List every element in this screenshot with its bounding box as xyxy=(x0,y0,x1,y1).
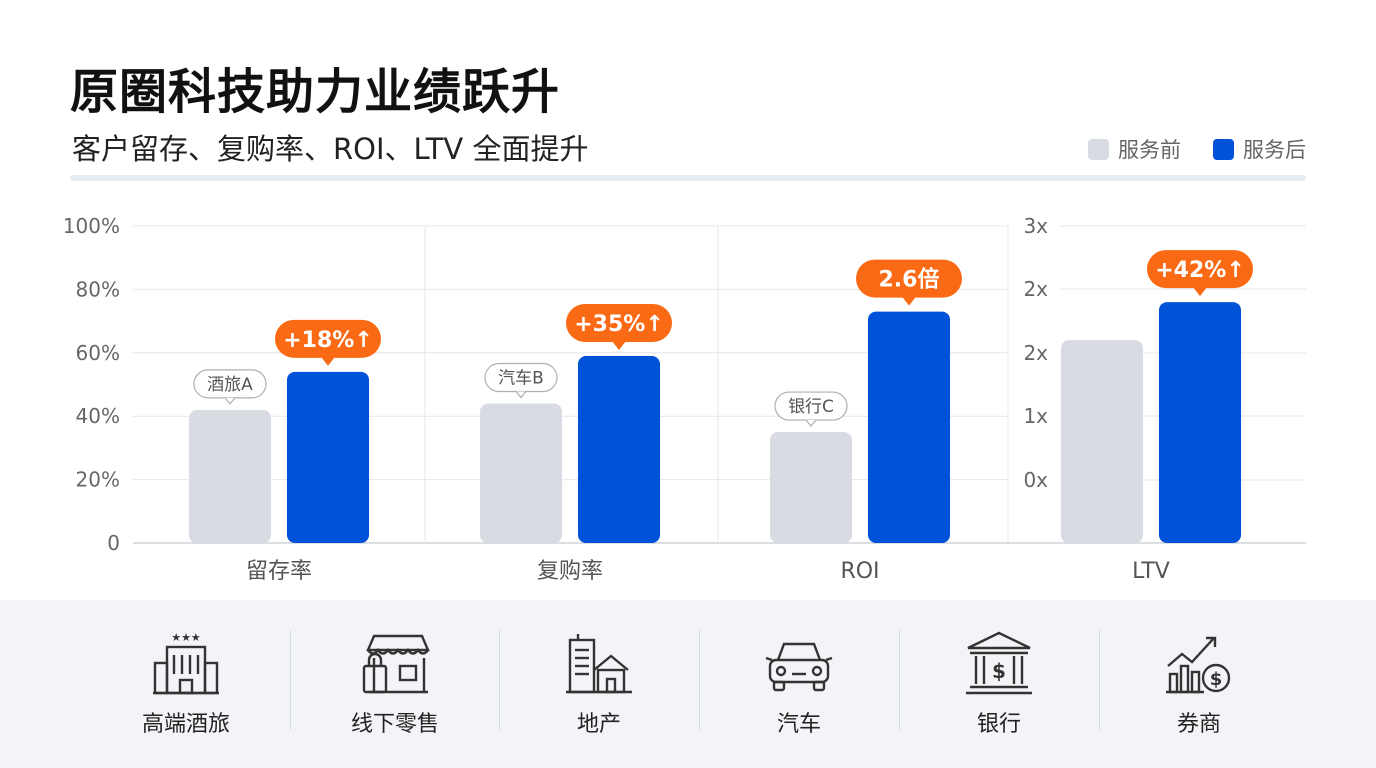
real-estate-icon xyxy=(566,634,632,694)
svg-text:$: $ xyxy=(1210,669,1223,690)
industry-label: 汽车 xyxy=(776,712,821,737)
x-category-label: LTV xyxy=(1132,559,1170,584)
industry-real-estate: 地产 xyxy=(499,600,699,768)
bar-after xyxy=(287,371,369,543)
bank-icon: $ xyxy=(966,631,1032,695)
growth-badge-pointer xyxy=(321,356,335,366)
y-tick-label: 40% xyxy=(76,404,120,428)
legend-swatch-before xyxy=(1088,138,1109,160)
y-tick-label: 2x xyxy=(1023,341,1048,365)
svg-text:★★★: ★★★ xyxy=(171,631,201,644)
industry-separator xyxy=(899,630,900,730)
industry-label: 地产 xyxy=(576,712,621,737)
y-tick-label: 2x xyxy=(1023,277,1048,301)
chart-legend: 服务前 服务后 xyxy=(1088,134,1306,164)
y-tick-label: 0x xyxy=(1023,468,1048,492)
bar-before xyxy=(480,403,562,543)
y-tick-label: 20% xyxy=(76,468,120,492)
legend-label-before: 服务前 xyxy=(1118,138,1181,162)
growth-badge-pointer xyxy=(612,340,626,350)
growth-badge-label: +18%↑ xyxy=(283,328,373,353)
industry-separator xyxy=(699,630,700,730)
client-tag-pointer xyxy=(515,391,527,399)
industry-hotel: ★★★ 高端酒旅 xyxy=(86,600,286,768)
client-tag-pointer xyxy=(805,419,817,427)
industry-label: 高端酒旅 xyxy=(141,712,230,737)
securities-icon: $ xyxy=(1166,636,1231,694)
industry-label: 银行 xyxy=(976,712,1021,737)
bar-chart: 0 20% 40% 60% 80% 100% 0x 1x 2x 2x 3x 留存率 +18%↑ 酒旅A 复购… xyxy=(63,214,1306,584)
legend-swatch-after xyxy=(1213,138,1234,160)
page-title: 原圈科技助力业绩跃升 xyxy=(70,64,561,120)
car-icon xyxy=(765,642,833,692)
growth-badge-pointer xyxy=(902,296,916,306)
bar-after xyxy=(868,311,950,543)
x-category-label: 复购率 xyxy=(537,559,603,584)
y-tick-label: 0 xyxy=(107,531,120,555)
bar-before xyxy=(189,409,271,543)
legend-item-before: 服务前 xyxy=(1088,134,1181,164)
growth-badge-label: +42%↑ xyxy=(1155,258,1245,283)
client-tag-pointer xyxy=(224,397,236,405)
y-tick-label: 100% xyxy=(63,214,120,238)
industry-strip: ★★★ 高端酒旅 线下零售 xyxy=(0,600,1376,768)
title-divider xyxy=(70,175,1306,181)
growth-badge xyxy=(1147,250,1253,289)
growth-badge xyxy=(566,303,672,342)
growth-badge-label: +35%↑ xyxy=(574,312,664,337)
industry-bank: $ 银行 xyxy=(899,600,1099,768)
bar-before xyxy=(1061,340,1143,543)
y-tick-label: 1x xyxy=(1023,404,1048,428)
growth-badge xyxy=(856,259,962,298)
industry-auto: 汽车 xyxy=(699,600,899,768)
hotel-icon: ★★★ xyxy=(153,631,219,695)
bar-before xyxy=(770,432,852,543)
legend-label-after: 服务后 xyxy=(1243,138,1306,162)
industry-retail: 线下零售 xyxy=(295,600,495,768)
growth-badge-pointer xyxy=(1193,287,1207,297)
client-tag-label: 银行C xyxy=(788,397,834,417)
growth-badge-label: 2.6倍 xyxy=(879,267,940,293)
client-tag-label: 酒旅A xyxy=(207,375,253,395)
legend-item-after: 服务后 xyxy=(1213,134,1306,164)
y-tick-label: 60% xyxy=(76,341,120,365)
industry-label: 券商 xyxy=(1176,712,1221,737)
x-category-label: 留存率 xyxy=(246,559,312,584)
industry-separator xyxy=(290,630,291,730)
x-category-label: ROI xyxy=(840,559,879,584)
industry-separator xyxy=(499,630,500,730)
industry-separator xyxy=(1099,630,1100,730)
y-tick-label: 80% xyxy=(76,277,120,301)
growth-badge xyxy=(275,319,381,358)
bar-after xyxy=(578,355,660,543)
svg-text:$: $ xyxy=(992,659,1006,683)
page-subtitle: 客户留存、复购率、ROI、LTV 全面提升 xyxy=(72,132,589,166)
bar-after xyxy=(1159,302,1241,543)
y-tick-label: 3x xyxy=(1023,214,1048,238)
storefront-icon xyxy=(362,634,430,694)
client-tag-label: 汽车B xyxy=(498,369,544,389)
industry-label: 线下零售 xyxy=(350,712,439,737)
industry-securities: $ 券商 xyxy=(1099,600,1299,768)
